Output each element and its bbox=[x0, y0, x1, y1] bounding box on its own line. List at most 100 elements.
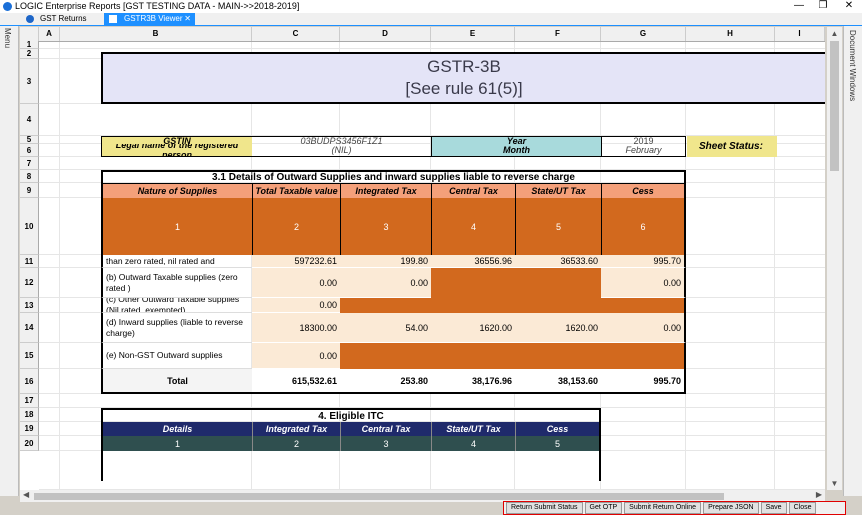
row-header[interactable]: 18 bbox=[20, 408, 39, 422]
supply-value-cell[interactable]: 18300.00 bbox=[252, 313, 340, 343]
row-header[interactable]: 17 bbox=[20, 394, 39, 408]
supplies-col-number-4: 5 bbox=[515, 198, 601, 255]
row-header[interactable]: 20 bbox=[20, 436, 39, 451]
supply-value-cell[interactable]: 54.00 bbox=[340, 313, 431, 343]
row-header[interactable]: 9 bbox=[20, 183, 39, 198]
tab-gstr3b-viewer[interactable]: GSTR3B Viewer ✕ bbox=[104, 13, 195, 25]
column-header-i[interactable]: I bbox=[775, 27, 825, 41]
scroll-down-icon[interactable]: ▼ bbox=[830, 479, 839, 488]
row-header[interactable]: 1 bbox=[20, 40, 39, 49]
supply-value-cell[interactable]: 1620.00 bbox=[431, 313, 515, 343]
vertical-scroll-thumb[interactable] bbox=[830, 41, 839, 171]
supply-value-cell[interactable]: 597232.61 bbox=[252, 255, 340, 268]
submit-return-online-button[interactable]: Submit Return Online bbox=[624, 502, 702, 514]
year-value[interactable]: 2019 bbox=[601, 136, 686, 144]
itc-col-number-0: 1 bbox=[101, 436, 252, 451]
row-header[interactable]: 12 bbox=[20, 268, 39, 298]
minimize-button[interactable]: — bbox=[794, 0, 804, 11]
close-window-button[interactable]: ✕ bbox=[844, 0, 854, 11]
supply-value-cell[interactable]: 199.80 bbox=[340, 255, 431, 268]
year-label: Year bbox=[431, 136, 601, 144]
supplies-col-number-5: 6 bbox=[601, 198, 686, 255]
column-header-d[interactable]: D bbox=[340, 27, 431, 41]
supply-value-cell[interactable]: 0.00 bbox=[601, 313, 686, 343]
column-header-corner[interactable] bbox=[20, 27, 39, 41]
supplies-header-2: Integrated Tax bbox=[340, 183, 431, 198]
column-header-c[interactable]: C bbox=[252, 27, 340, 41]
return-submit-status-button[interactable]: Return Submit Status bbox=[506, 502, 583, 514]
supply-row-label: (a) Outward Taxable supplies (other than… bbox=[101, 255, 252, 268]
vertical-scrollbar[interactable]: ▲ ▼ bbox=[827, 27, 842, 490]
row-header[interactable]: 19 bbox=[20, 422, 39, 436]
month-value[interactable]: February bbox=[601, 144, 686, 157]
column-header-a[interactable]: A bbox=[39, 27, 60, 41]
grid-line bbox=[39, 48, 825, 49]
supply-row-label: (b) Outward Taxable supplies (zero rated… bbox=[101, 268, 252, 298]
column-header-e[interactable]: E bbox=[431, 27, 515, 41]
supply-value-cell[interactable]: 995.70 bbox=[601, 255, 686, 268]
tab-gst-returns[interactable]: GST Returns bbox=[22, 13, 106, 25]
close-tab-icon[interactable]: ✕ bbox=[184, 14, 191, 23]
supply-value-cell[interactable]: 0.00 bbox=[252, 268, 340, 298]
supply-value-cell[interactable]: 0.00 bbox=[340, 268, 431, 298]
row-header[interactable]: 3 bbox=[20, 59, 39, 104]
tab-label: GST Returns bbox=[40, 14, 87, 23]
gstin-label: GSTIN bbox=[101, 136, 252, 144]
scroll-right-icon[interactable]: ▶ bbox=[815, 490, 822, 499]
spreadsheet-grid[interactable]: A B C D E F G H I 1 2 3 4 5 6 7 8 9 10 11 12 13 14 15 16 17 18 19 20… bbox=[20, 27, 825, 490]
supply-value-cell[interactable]: 36556.96 bbox=[431, 255, 515, 268]
row-header[interactable]: 14 bbox=[20, 313, 39, 343]
horizontal-scroll-thumb[interactable] bbox=[34, 493, 724, 500]
row-header[interactable]: 6 bbox=[20, 144, 39, 157]
grid-line bbox=[774, 41, 775, 490]
column-header-g[interactable]: G bbox=[601, 27, 686, 41]
total-value: 253.80 bbox=[340, 369, 431, 394]
itc-header-1: Integrated Tax bbox=[252, 422, 340, 436]
row-header[interactable]: 4 bbox=[20, 104, 39, 136]
row-header[interactable]: 13 bbox=[20, 298, 39, 313]
menu-panel[interactable]: Menu bbox=[0, 26, 19, 496]
row-header[interactable]: 16 bbox=[20, 369, 39, 394]
itc-col-number-4: 5 bbox=[515, 436, 601, 451]
restore-button[interactable]: ❐ bbox=[818, 0, 828, 11]
supplies-col-number-2: 3 bbox=[340, 198, 431, 255]
report-title: GSTR-3B bbox=[427, 57, 501, 76]
itc-header-2: Central Tax bbox=[340, 422, 431, 436]
supply-value-cell[interactable]: 0.00 bbox=[601, 268, 686, 298]
prepare-json-button[interactable]: Prepare JSON bbox=[703, 502, 759, 514]
supply-value-cell[interactable]: 1620.00 bbox=[515, 313, 601, 343]
grid-line bbox=[39, 182, 825, 183]
column-header-b[interactable]: B bbox=[60, 27, 252, 41]
column-header-f[interactable]: F bbox=[515, 27, 601, 41]
row-header[interactable]: 11 bbox=[20, 255, 39, 268]
supplies-col-number-0: 1 bbox=[101, 198, 252, 255]
document-windows-panel[interactable]: Document Windows bbox=[843, 26, 862, 496]
row-header[interactable]: 8 bbox=[20, 170, 39, 183]
row-header[interactable]: 7 bbox=[20, 157, 39, 170]
scroll-up-icon[interactable]: ▲ bbox=[830, 29, 839, 38]
row-header[interactable]: 15 bbox=[20, 343, 39, 369]
supply-row-label: (d) Inward supplies (liable to reverse c… bbox=[101, 313, 252, 343]
grid-line bbox=[39, 489, 825, 490]
close-button[interactable]: Close bbox=[788, 502, 817, 514]
scroll-left-icon[interactable]: ◀ bbox=[23, 490, 30, 499]
sheet-status-label: Sheet Status: bbox=[687, 136, 777, 157]
itc-col-number-1: 2 bbox=[252, 436, 340, 451]
save-button[interactable]: Save bbox=[760, 502, 787, 514]
row-header[interactable]: 10 bbox=[20, 198, 39, 255]
itc-header-0: Details bbox=[101, 422, 252, 436]
horizontal-scrollbar[interactable]: ◀ ▶ bbox=[20, 490, 825, 502]
section-4-title: 4. Eligible ITC bbox=[101, 408, 601, 422]
column-header-h[interactable]: H bbox=[686, 27, 775, 41]
supply-value-cell[interactable]: 36533.60 bbox=[515, 255, 601, 268]
gstin-value: 03BUDPS3456F1Z1 bbox=[252, 136, 431, 144]
get-otp-button[interactable]: Get OTP bbox=[584, 502, 623, 514]
supply-value-cell[interactable]: 0.00 bbox=[252, 298, 340, 313]
disabled-cell-block bbox=[340, 343, 686, 369]
supplies-header-1: Total Taxable value bbox=[252, 183, 340, 198]
row-header[interactable]: 5 bbox=[20, 135, 39, 144]
row-header[interactable]: 2 bbox=[20, 49, 39, 59]
grid-line bbox=[251, 41, 252, 490]
title-bar: LOGIC Enterprise Reports [GST TESTING DA… bbox=[0, 0, 862, 14]
supply-value-cell[interactable]: 0.00 bbox=[252, 343, 340, 369]
